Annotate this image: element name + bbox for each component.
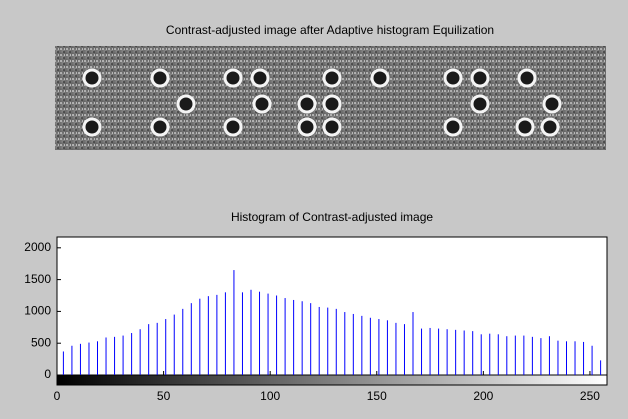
image — [55, 46, 606, 150]
x-tick-label: 0 — [54, 389, 61, 403]
y-tick-label: 1000 — [24, 304, 51, 318]
colorbar — [56, 374, 608, 386]
x-tick-label: 250 — [580, 389, 600, 403]
image-title: Contrast-adjusted image after Adaptive h… — [166, 23, 494, 37]
y-tick-label: 0 — [44, 367, 51, 381]
y-tick-label: 2000 — [24, 240, 51, 254]
x-tick-label: 200 — [473, 389, 493, 403]
y-tick-label: 500 — [31, 335, 51, 349]
x-tick-label: 50 — [157, 389, 171, 403]
plot-area — [56, 236, 608, 376]
x-tick-label: 150 — [367, 389, 387, 403]
chart-title: Histogram of Contrast-adjusted image — [231, 210, 433, 224]
y-tick-label: 1500 — [24, 272, 51, 286]
x-tick-label: 100 — [260, 389, 280, 403]
